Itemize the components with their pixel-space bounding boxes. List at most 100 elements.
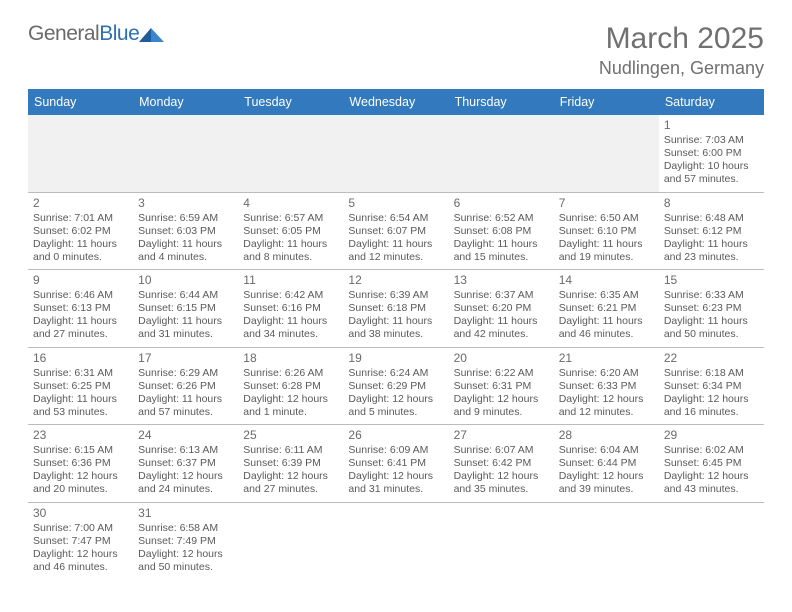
calendar-cell: 17Sunrise: 6:29 AMSunset: 6:26 PMDayligh…	[133, 347, 238, 425]
sunrise-line: Sunrise: 6:33 AM	[664, 289, 759, 302]
sunrise-line: Sunrise: 6:57 AM	[243, 212, 338, 225]
sunset-line: Sunset: 6:00 PM	[664, 147, 759, 160]
calendar-cell: 30Sunrise: 7:00 AMSunset: 7:47 PMDayligh…	[28, 502, 133, 579]
daylight-line: Daylight: 12 hours and 27 minutes.	[243, 470, 338, 496]
calendar-cell: 15Sunrise: 6:33 AMSunset: 6:23 PMDayligh…	[659, 270, 764, 348]
sunset-line: Sunset: 6:42 PM	[454, 457, 549, 470]
calendar-cell	[554, 115, 659, 192]
calendar-cell: 2Sunrise: 7:01 AMSunset: 6:02 PMDaylight…	[28, 192, 133, 270]
daylight-line: Daylight: 12 hours and 35 minutes.	[454, 470, 549, 496]
sunrise-line: Sunrise: 6:18 AM	[664, 367, 759, 380]
sunrise-line: Sunrise: 6:42 AM	[243, 289, 338, 302]
day-number: 7	[559, 196, 654, 211]
sunset-line: Sunset: 6:13 PM	[33, 302, 128, 315]
calendar-table: SundayMondayTuesdayWednesdayThursdayFrid…	[28, 89, 764, 579]
daylight-line: Daylight: 11 hours and 27 minutes.	[33, 315, 128, 341]
day-number: 2	[33, 196, 128, 211]
sunset-line: Sunset: 7:47 PM	[33, 535, 128, 548]
calendar-cell	[238, 115, 343, 192]
header: GeneralBlue March 2025 Nudlingen, German…	[28, 22, 764, 79]
calendar-cell	[238, 502, 343, 579]
sunset-line: Sunset: 6:31 PM	[454, 380, 549, 393]
day-header: Sunday	[28, 89, 133, 115]
calendar-cell	[133, 115, 238, 192]
daylight-line: Daylight: 11 hours and 8 minutes.	[243, 238, 338, 264]
sunset-line: Sunset: 6:36 PM	[33, 457, 128, 470]
calendar-cell: 31Sunrise: 6:58 AMSunset: 7:49 PMDayligh…	[133, 502, 238, 579]
sunset-line: Sunset: 6:23 PM	[664, 302, 759, 315]
sunset-line: Sunset: 6:45 PM	[664, 457, 759, 470]
calendar-cell: 24Sunrise: 6:13 AMSunset: 6:37 PMDayligh…	[133, 425, 238, 503]
calendar-cell: 28Sunrise: 6:04 AMSunset: 6:44 PMDayligh…	[554, 425, 659, 503]
day-number: 24	[138, 428, 233, 443]
calendar-cell: 13Sunrise: 6:37 AMSunset: 6:20 PMDayligh…	[449, 270, 554, 348]
day-number: 27	[454, 428, 549, 443]
calendar-cell: 14Sunrise: 6:35 AMSunset: 6:21 PMDayligh…	[554, 270, 659, 348]
sunset-line: Sunset: 6:05 PM	[243, 225, 338, 238]
day-number: 17	[138, 351, 233, 366]
sunset-line: Sunset: 6:26 PM	[138, 380, 233, 393]
day-number: 8	[664, 196, 759, 211]
sunset-line: Sunset: 6:34 PM	[664, 380, 759, 393]
day-header: Friday	[554, 89, 659, 115]
sunset-line: Sunset: 6:15 PM	[138, 302, 233, 315]
sunset-line: Sunset: 6:44 PM	[559, 457, 654, 470]
sunset-line: Sunset: 6:41 PM	[348, 457, 443, 470]
sunset-line: Sunset: 6:21 PM	[559, 302, 654, 315]
daylight-line: Daylight: 12 hours and 43 minutes.	[664, 470, 759, 496]
daylight-line: Daylight: 12 hours and 9 minutes.	[454, 393, 549, 419]
logo: GeneralBlue	[28, 22, 165, 48]
calendar-cell: 9Sunrise: 6:46 AMSunset: 6:13 PMDaylight…	[28, 270, 133, 348]
calendar-cell: 10Sunrise: 6:44 AMSunset: 6:15 PMDayligh…	[133, 270, 238, 348]
sunrise-line: Sunrise: 6:44 AM	[138, 289, 233, 302]
calendar-cell	[449, 502, 554, 579]
day-number: 3	[138, 196, 233, 211]
calendar-cell: 27Sunrise: 6:07 AMSunset: 6:42 PMDayligh…	[449, 425, 554, 503]
sunrise-line: Sunrise: 6:35 AM	[559, 289, 654, 302]
day-number: 22	[664, 351, 759, 366]
day-number: 30	[33, 506, 128, 521]
calendar-cell: 20Sunrise: 6:22 AMSunset: 6:31 PMDayligh…	[449, 347, 554, 425]
sunrise-line: Sunrise: 6:58 AM	[138, 522, 233, 535]
logo-word1: General	[28, 22, 99, 45]
sunrise-line: Sunrise: 6:04 AM	[559, 444, 654, 457]
calendar-cell: 1Sunrise: 7:03 AMSunset: 6:00 PMDaylight…	[659, 115, 764, 192]
calendar-cell: 21Sunrise: 6:20 AMSunset: 6:33 PMDayligh…	[554, 347, 659, 425]
day-number: 13	[454, 273, 549, 288]
calendar-row: 9Sunrise: 6:46 AMSunset: 6:13 PMDaylight…	[28, 270, 764, 348]
calendar-cell: 6Sunrise: 6:52 AMSunset: 6:08 PMDaylight…	[449, 192, 554, 270]
sunrise-line: Sunrise: 6:26 AM	[243, 367, 338, 380]
day-number: 9	[33, 273, 128, 288]
daylight-line: Daylight: 12 hours and 20 minutes.	[33, 470, 128, 496]
calendar-cell	[343, 502, 448, 579]
title-block: March 2025 Nudlingen, Germany	[599, 22, 764, 79]
sunrise-line: Sunrise: 6:11 AM	[243, 444, 338, 457]
sunset-line: Sunset: 6:03 PM	[138, 225, 233, 238]
day-number: 18	[243, 351, 338, 366]
day-number: 11	[243, 273, 338, 288]
sunset-line: Sunset: 6:12 PM	[664, 225, 759, 238]
daylight-line: Daylight: 12 hours and 39 minutes.	[559, 470, 654, 496]
calendar-cell: 4Sunrise: 6:57 AMSunset: 6:05 PMDaylight…	[238, 192, 343, 270]
sunset-line: Sunset: 6:33 PM	[559, 380, 654, 393]
day-number: 21	[559, 351, 654, 366]
daylight-line: Daylight: 12 hours and 46 minutes.	[33, 548, 128, 574]
location: Nudlingen, Germany	[599, 58, 764, 79]
sunrise-line: Sunrise: 6:24 AM	[348, 367, 443, 380]
calendar-cell	[343, 115, 448, 192]
daylight-line: Daylight: 11 hours and 23 minutes.	[664, 238, 759, 264]
day-number: 31	[138, 506, 233, 521]
sunrise-line: Sunrise: 6:20 AM	[559, 367, 654, 380]
sunset-line: Sunset: 6:18 PM	[348, 302, 443, 315]
daylight-line: Daylight: 11 hours and 57 minutes.	[138, 393, 233, 419]
sunrise-line: Sunrise: 6:31 AM	[33, 367, 128, 380]
day-number: 10	[138, 273, 233, 288]
calendar-cell: 8Sunrise: 6:48 AMSunset: 6:12 PMDaylight…	[659, 192, 764, 270]
day-number: 16	[33, 351, 128, 366]
daylight-line: Daylight: 12 hours and 5 minutes.	[348, 393, 443, 419]
day-number: 25	[243, 428, 338, 443]
sunrise-line: Sunrise: 6:09 AM	[348, 444, 443, 457]
day-number: 14	[559, 273, 654, 288]
calendar-body: 1Sunrise: 7:03 AMSunset: 6:00 PMDaylight…	[28, 115, 764, 579]
calendar-cell	[28, 115, 133, 192]
